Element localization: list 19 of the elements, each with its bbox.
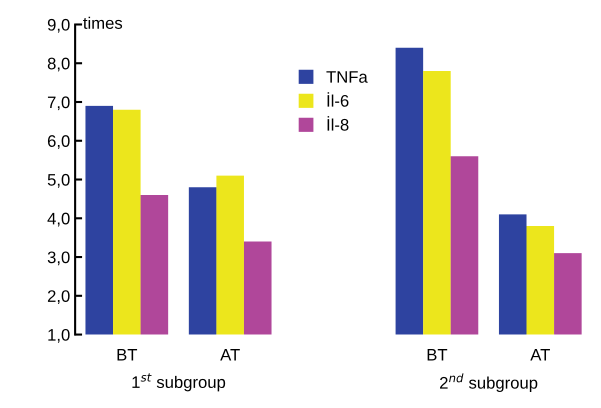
y-tick-label: 9,0: [48, 18, 70, 33]
text: 1$^{st}$ subgroup: [132, 373, 226, 392]
x-tick-label: BT: [118, 349, 138, 361]
y-tick-label: 5,0: [48, 174, 70, 188]
y-tick-label: 6,0: [48, 135, 70, 149]
x-tick-label: AT: [530, 349, 550, 361]
legend-label: TNFa: [326, 71, 368, 83]
y-tick-label: 8,0: [48, 58, 70, 72]
y-tick-label: 7,0: [48, 96, 70, 110]
y-tick-label: 3,0: [48, 251, 70, 266]
x-tick-label: BT: [428, 349, 448, 361]
y-tick-label: 2,0: [48, 290, 70, 304]
legend-label: İl-6: [328, 92, 348, 107]
legend-label: İl-8: [328, 116, 348, 131]
text: 2$^{nd}$ subgroup: [440, 373, 538, 392]
y-tick-label: 4,0: [47, 212, 70, 226]
y-tick-label: 1,0: [48, 328, 70, 343]
y-axis-title: times: [83, 16, 122, 29]
x-tick-label: AT: [220, 349, 240, 361]
